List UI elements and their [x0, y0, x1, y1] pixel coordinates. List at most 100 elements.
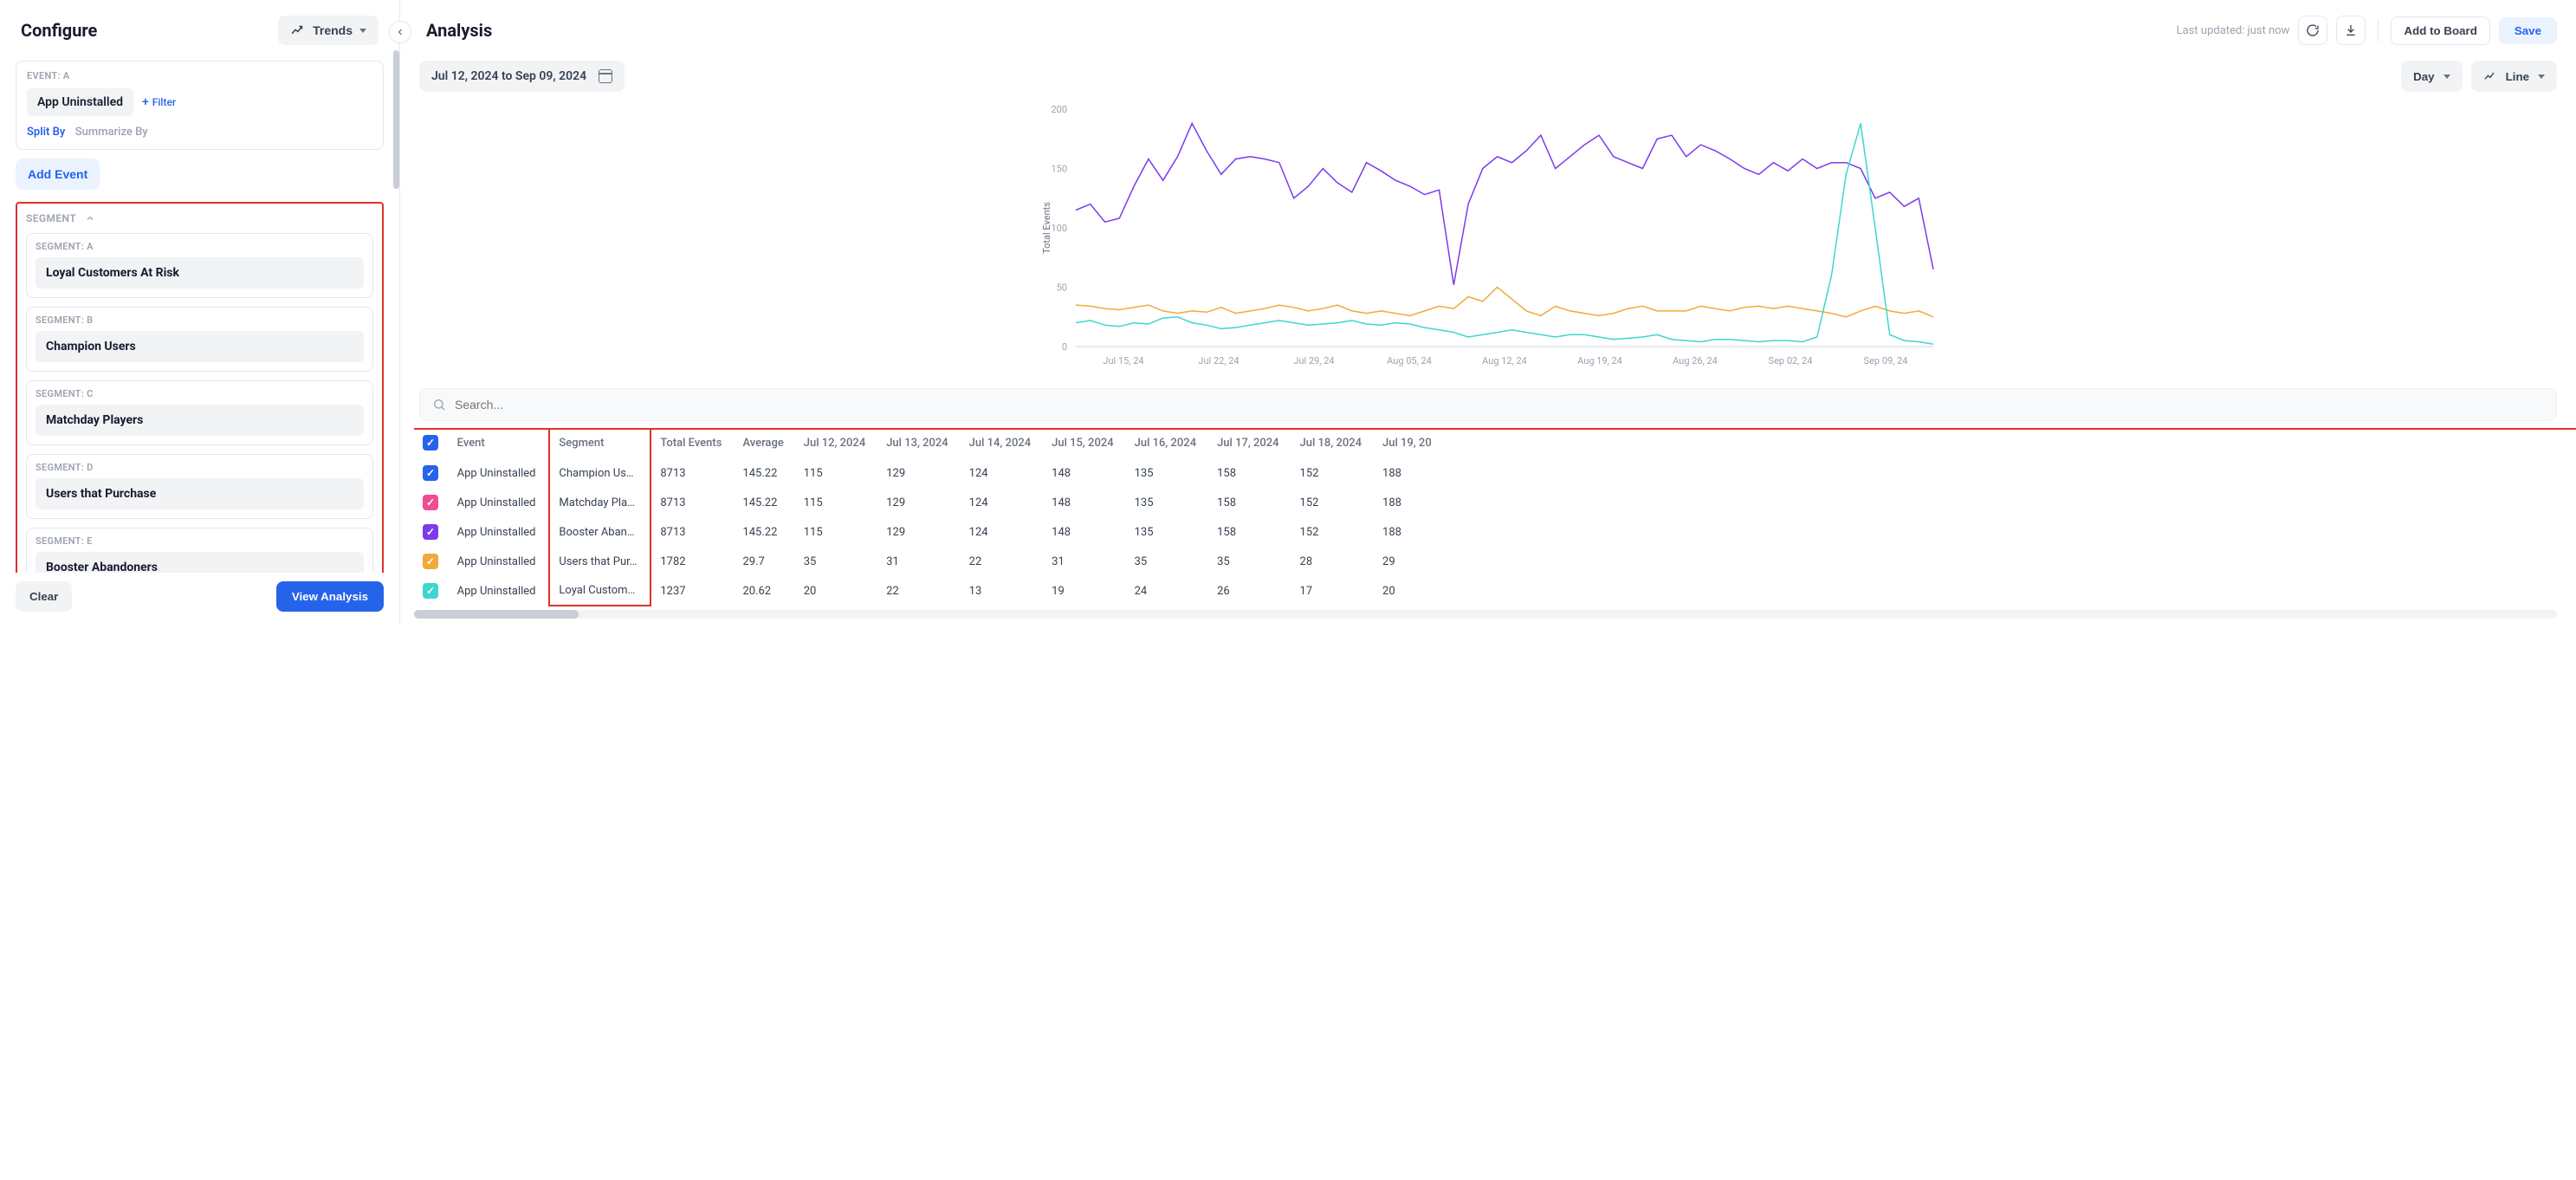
cell-value: 22	[961, 547, 1043, 576]
select-all-checkbox[interactable]: ✓	[423, 435, 438, 451]
column-header[interactable]: Average	[734, 428, 794, 458]
search-icon	[432, 398, 446, 412]
cell-value: 24	[1126, 576, 1208, 606]
scrollbar-thumb[interactable]	[414, 610, 579, 619]
add-event-button[interactable]: Add Event	[16, 159, 100, 190]
segment-heading[interactable]: SEGMENT	[26, 212, 373, 224]
segment-section-highlight: SEGMENT SEGMENT: A Loyal Customers At Ris…	[16, 202, 384, 573]
search-input[interactable]	[455, 398, 2544, 412]
cell-value: 20	[1374, 576, 1453, 606]
segment-card: SEGMENT: B Champion Users	[26, 307, 373, 372]
cell-value: 148	[1043, 488, 1125, 517]
cell-value: 124	[961, 458, 1043, 489]
segment-header-label: SEGMENT: C	[36, 388, 364, 399]
column-header[interactable]: Total Events	[650, 428, 734, 458]
cell-value: 129	[877, 517, 960, 547]
add-to-board-button[interactable]: Add to Board	[2391, 16, 2489, 45]
cell-value: 22	[877, 576, 960, 606]
cell-event: App Uninstalled	[449, 488, 550, 517]
segment-heading-label: SEGMENT	[26, 212, 76, 224]
cell-value: 115	[795, 517, 877, 547]
download-button[interactable]	[2336, 16, 2366, 45]
svg-text:Sep 02, 24: Sep 02, 24	[1769, 355, 1813, 366]
segment-name-pill[interactable]: Booster Abandoners	[36, 552, 364, 573]
column-header[interactable]: Jul 17, 2024	[1208, 428, 1291, 458]
segment-card: SEGMENT: A Loyal Customers At Risk	[26, 233, 373, 298]
column-header[interactable]: Jul 14, 2024	[961, 428, 1043, 458]
segment-name-pill[interactable]: Users that Purchase	[36, 478, 364, 509]
segment-card: SEGMENT: DUsers that Purchase	[26, 454, 373, 519]
series-line	[1076, 288, 1933, 317]
row-checkbox[interactable]: ✓	[423, 583, 438, 599]
data-table-wrap: ✓ EventSegmentTotal EventsAverageJul 12, …	[414, 428, 2576, 606]
column-header[interactable]: Jul 12, 2024	[795, 428, 877, 458]
refresh-icon	[2306, 23, 2320, 37]
cell-value: 28	[1291, 547, 1374, 576]
cell-average: 29.7	[734, 547, 794, 576]
cell-value: 124	[961, 517, 1043, 547]
cell-event: App Uninstalled	[449, 547, 550, 576]
date-range-picker[interactable]: Jul 12, 2024 to Sep 09, 2024	[419, 61, 625, 92]
cell-value: 135	[1126, 458, 1208, 489]
cell-value: 35	[1126, 547, 1208, 576]
cell-segment: Champion Us…	[549, 458, 650, 489]
analysis-header: Analysis Last updated: just now Add to B…	[400, 0, 2576, 54]
collapse-panel-button[interactable]	[389, 21, 411, 43]
segment-card: SEGMENT: EBooster Abandoners	[26, 528, 373, 573]
cell-value: 152	[1291, 488, 1374, 517]
segment-name-pill[interactable]: Loyal Customers At Risk	[36, 257, 364, 289]
column-header[interactable]: Jul 18, 2024	[1291, 428, 1374, 458]
download-icon	[2344, 23, 2358, 37]
column-header[interactable]: Jul 15, 2024	[1043, 428, 1125, 458]
event-name-pill[interactable]: App Uninstalled	[27, 88, 133, 116]
event-header-label: EVENT: A	[27, 70, 372, 81]
app-root: Configure Trends EVENT: A App Uninstalle…	[0, 0, 2576, 624]
view-analysis-button[interactable]: View Analysis	[276, 581, 384, 612]
refresh-button[interactable]	[2298, 16, 2327, 45]
table-row: ✓App UninstalledLoyal Custom…123720.6220…	[414, 576, 1453, 606]
row-checkbox[interactable]: ✓	[423, 495, 438, 510]
cell-value: 35	[795, 547, 877, 576]
split-by-button[interactable]: Split By	[27, 126, 65, 139]
series-line	[1076, 123, 1933, 284]
segment-card: SEGMENT: C Matchday Players	[26, 380, 373, 445]
row-checkbox[interactable]: ✓	[423, 554, 438, 569]
segment-name-pill[interactable]: Matchday Players	[36, 405, 364, 436]
cell-value: 31	[877, 547, 960, 576]
segment-name-pill[interactable]: Champion Users	[36, 331, 364, 362]
trends-dropdown[interactable]: Trends	[278, 16, 379, 45]
cell-average: 145.22	[734, 517, 794, 547]
table-search[interactable]	[419, 388, 2557, 421]
column-header[interactable]: Jul 13, 2024	[877, 428, 960, 458]
config-scrollbar[interactable]	[393, 50, 399, 189]
row-checkbox[interactable]: ✓	[423, 465, 438, 481]
segment-header-label: SEGMENT: B	[36, 314, 364, 326]
cell-value: 129	[877, 458, 960, 489]
cell-segment: Matchday Pla…	[549, 488, 650, 517]
filter-label: Filter	[152, 96, 176, 108]
column-header[interactable]: Event	[449, 428, 550, 458]
column-header[interactable]: Segment	[549, 428, 650, 458]
cell-value: 158	[1208, 488, 1291, 517]
chart-type-dropdown[interactable]: Line	[2471, 61, 2557, 92]
cell-value: 29	[1374, 547, 1453, 576]
summarize-by-button[interactable]: Summarize By	[75, 126, 148, 139]
row-checkbox[interactable]: ✓	[423, 524, 438, 540]
clear-button[interactable]: Clear	[16, 581, 72, 612]
trends-icon	[290, 23, 306, 38]
granularity-dropdown[interactable]: Day	[2401, 61, 2462, 92]
column-header[interactable]: Jul 16, 2024	[1126, 428, 1208, 458]
header-divider	[2378, 19, 2379, 42]
table-h-scrollbar[interactable]	[414, 610, 2557, 619]
svg-text:Aug 19, 24: Aug 19, 24	[1577, 355, 1622, 366]
save-button[interactable]: Save	[2499, 17, 2557, 44]
cell-average: 145.22	[734, 458, 794, 489]
line-chart-icon	[2483, 69, 2497, 83]
column-header[interactable]: Jul 19, 20	[1374, 428, 1453, 458]
add-filter-button[interactable]: + Filter	[142, 96, 176, 108]
cell-value: 158	[1208, 458, 1291, 489]
svg-text:Total Events: Total Events	[1041, 202, 1052, 254]
table-row: ✓App UninstalledUsers that Pur…178229.73…	[414, 547, 1453, 576]
chevron-down-icon	[359, 29, 366, 33]
segment-header-label: SEGMENT: A	[36, 241, 364, 252]
